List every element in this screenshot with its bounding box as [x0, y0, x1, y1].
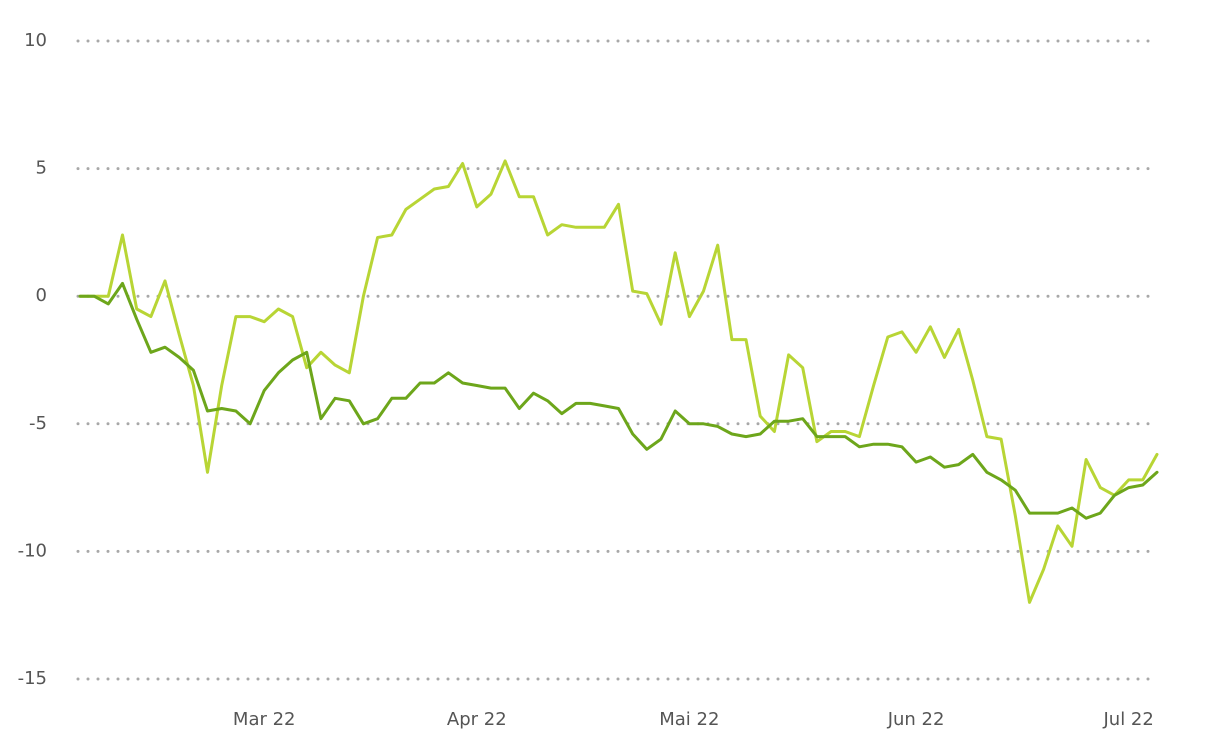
y-tick-label: -15	[18, 668, 47, 689]
y-tick-label: -5	[29, 413, 47, 434]
x-tick-label: Mai 22	[659, 709, 719, 730]
x-tick-label: Jun 22	[887, 709, 945, 730]
x-tick-label: Mar 22	[233, 709, 296, 730]
y-tick-label: 5	[36, 158, 47, 179]
x-tick-label: Jul 22	[1102, 709, 1153, 730]
series-line	[78, 159, 1159, 604]
y-tick-label: -10	[18, 540, 47, 561]
x-tick-label: Apr 22	[447, 709, 507, 730]
y-tick-label: 10	[24, 30, 47, 51]
series-line	[78, 281, 1159, 520]
y-tick-label: 0	[36, 285, 47, 306]
